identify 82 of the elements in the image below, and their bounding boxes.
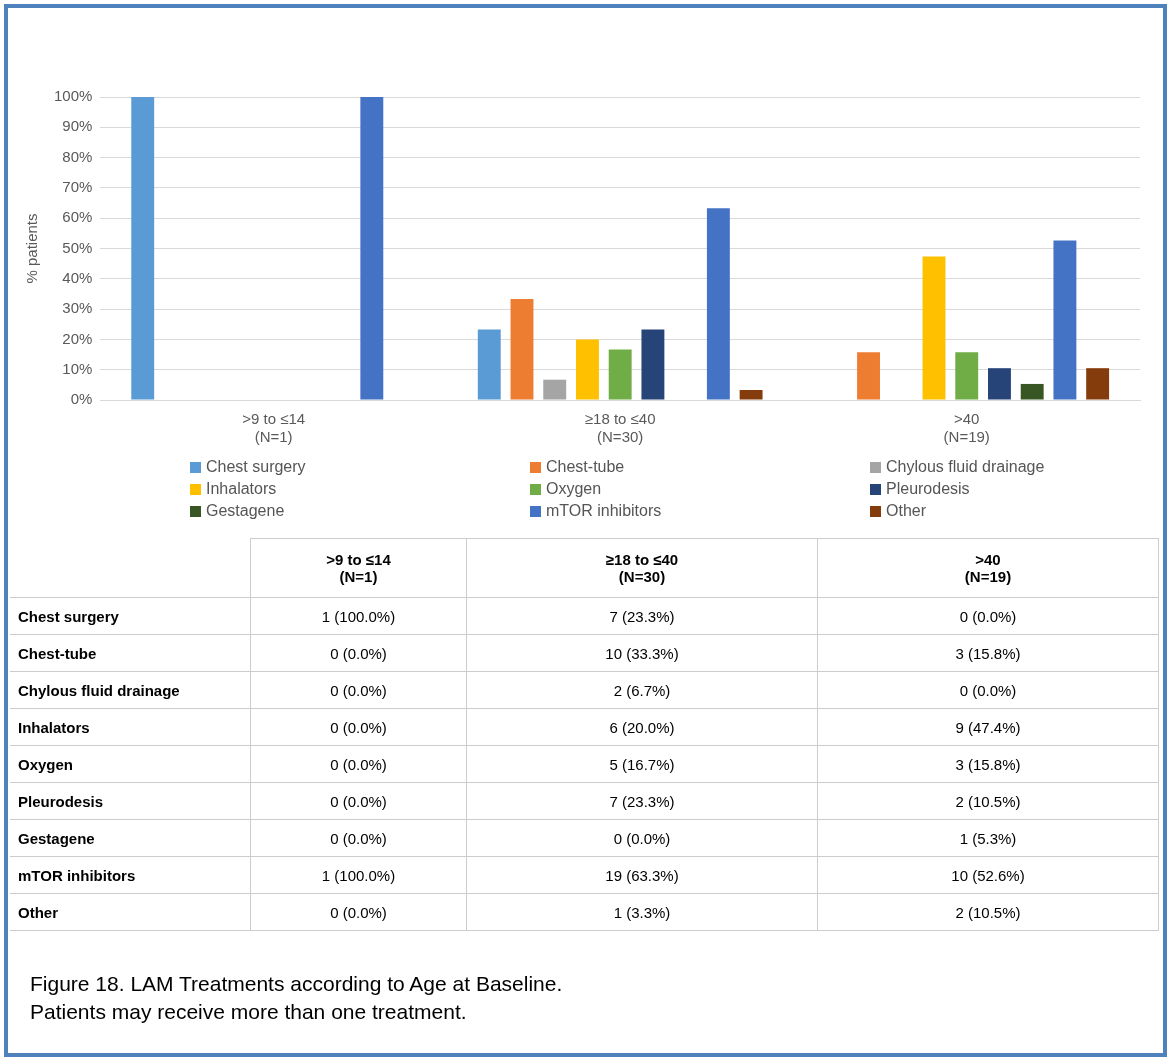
text: Pleurodesis bbox=[18, 792, 104, 810]
y-tick-label: 90% bbox=[62, 117, 93, 135]
bar bbox=[608, 349, 632, 400]
bar bbox=[131, 97, 155, 400]
legend-label: mTOR inhibitors bbox=[545, 502, 663, 520]
data-label: 3 (15.8%) bbox=[817, 634, 1159, 672]
y-tick-label: 80% bbox=[62, 147, 93, 165]
y-tick-label: 50% bbox=[62, 238, 93, 256]
data-label: 0 (0.0%) bbox=[250, 782, 467, 820]
legend-label: Gestagene bbox=[205, 502, 286, 520]
legend-label: Inhalators bbox=[205, 480, 278, 498]
x-tick-label: >40 (N=19) bbox=[943, 410, 990, 446]
data-label: 0 (0.0%) bbox=[250, 745, 467, 783]
data-label: 2 (10.5%) bbox=[817, 893, 1159, 931]
data-label: 1 (3.3%) bbox=[466, 893, 818, 931]
data-label: 5 (16.7%) bbox=[466, 745, 818, 783]
caption: Figure 18. LAM Treatments according to Age at Baseline. bbox=[30, 971, 563, 997]
y-tick-label: 70% bbox=[62, 178, 93, 196]
data-label: 6 (20.0%) bbox=[466, 708, 818, 746]
bar bbox=[477, 329, 501, 400]
text: Inhalators bbox=[18, 718, 90, 736]
data-label: 0 (0.0%) bbox=[817, 597, 1159, 635]
x-tick-label: >9 to ≤14 (N=1) bbox=[242, 410, 306, 446]
bar bbox=[360, 97, 384, 400]
data-label: 7 (23.3%) bbox=[466, 782, 818, 820]
text: Chest surgery bbox=[18, 607, 119, 625]
legend-label: Pleurodesis bbox=[885, 480, 971, 498]
category-label: >9 to ≤14 (N=1) bbox=[326, 551, 391, 585]
legend-label: Other bbox=[885, 502, 927, 520]
y-tick-label: 100% bbox=[53, 87, 93, 105]
y-tick-label: 60% bbox=[62, 208, 93, 226]
bar bbox=[955, 352, 979, 400]
data-label: 0 (0.0%) bbox=[250, 708, 467, 746]
data-label: 0 (0.0%) bbox=[250, 819, 467, 857]
bar bbox=[706, 208, 730, 400]
y-tick-label: 0% bbox=[70, 390, 93, 408]
text: Chylous fluid drainage bbox=[18, 681, 180, 699]
x-tick-label: ≥18 to ≤40 (N=30) bbox=[584, 410, 656, 446]
bar bbox=[988, 368, 1011, 400]
data-label: 0 (0.0%) bbox=[817, 671, 1159, 709]
data-label: 0 (0.0%) bbox=[250, 634, 467, 672]
bar bbox=[510, 299, 534, 400]
data-label: 1 (100.0%) bbox=[250, 856, 467, 894]
data-label: 0 (0.0%) bbox=[250, 893, 467, 931]
text: Patients may receive more than one treatment. bbox=[30, 999, 468, 1025]
y-tick-label: 30% bbox=[62, 299, 93, 317]
data-label: 19 (63.3%) bbox=[466, 856, 818, 894]
bar bbox=[1020, 383, 1044, 400]
data-label: 1 (5.3%) bbox=[817, 819, 1159, 857]
text: Oxygen bbox=[18, 755, 74, 773]
bar bbox=[857, 352, 880, 400]
data-label: 9 (47.4%) bbox=[817, 708, 1159, 746]
data-label: 10 (52.6%) bbox=[817, 856, 1159, 894]
data-label: 0 (0.0%) bbox=[250, 671, 467, 709]
legend-label: Chest surgery bbox=[205, 458, 307, 476]
y-tick-label: 40% bbox=[62, 268, 93, 286]
data-label: 0 (0.0%) bbox=[466, 819, 818, 857]
data-label: 3 (15.8%) bbox=[817, 745, 1159, 783]
legend-label: Chest-tube bbox=[545, 458, 626, 476]
data-label: 2 (6.7%) bbox=[466, 671, 818, 709]
category-label: ≥18 to ≤40 (N=30) bbox=[605, 551, 679, 585]
bar bbox=[543, 379, 567, 400]
category-label: >40 (N=19) bbox=[964, 551, 1012, 585]
y-axis-title: % patients bbox=[23, 213, 41, 284]
legend-label: Chylous fluid drainage bbox=[885, 458, 1046, 476]
data-label: 2 (10.5%) bbox=[817, 782, 1159, 820]
y-tick-label: 10% bbox=[62, 359, 93, 377]
bar bbox=[1086, 368, 1110, 400]
legend-label: Oxygen bbox=[545, 480, 603, 498]
data-label: 7 (23.3%) bbox=[466, 597, 818, 635]
data-label: 1 (100.0%) bbox=[250, 597, 467, 635]
text: Gestagene bbox=[18, 829, 95, 847]
text: Chest-tube bbox=[18, 644, 97, 662]
data-label: 10 (33.3%) bbox=[466, 634, 818, 672]
text: Other bbox=[18, 903, 59, 921]
bar bbox=[576, 339, 599, 400]
bar bbox=[739, 390, 763, 400]
bar bbox=[641, 329, 665, 400]
bar bbox=[922, 256, 946, 400]
y-tick-label: 20% bbox=[62, 329, 93, 347]
text: mTOR inhibitors bbox=[18, 866, 136, 884]
bar bbox=[1053, 240, 1077, 400]
